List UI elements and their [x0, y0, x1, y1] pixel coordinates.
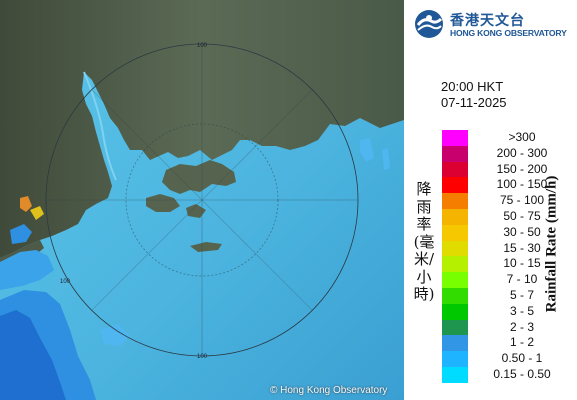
- range-ring-label-south: 100: [197, 354, 208, 360]
- legend-label: 0.15 - 0.50: [493, 366, 551, 381]
- legend-item: 15 - 30: [442, 240, 572, 257]
- legend-swatch: [442, 130, 468, 146]
- legend-item: 0.15 - 0.50: [442, 366, 572, 383]
- legend-label: 200 - 300: [496, 145, 548, 160]
- legend-label: 30 - 50: [503, 224, 541, 239]
- legend-item: 1 - 2: [442, 335, 572, 352]
- legend-swatch: [442, 272, 468, 288]
- legend-label: 3 - 5: [509, 303, 534, 318]
- legend-item: 2 - 3: [442, 319, 572, 336]
- legend-swatch: [442, 319, 468, 336]
- legend-swatch: [442, 224, 468, 241]
- legend-label: 10 - 15: [503, 256, 541, 271]
- legend-title-en: Rainfall Rate (mm/h): [543, 175, 560, 313]
- hong-kong-land: [162, 160, 236, 194]
- legend-swatch: [442, 303, 468, 320]
- legend-label: 5 - 7: [509, 287, 534, 302]
- legend-label: 0.50 - 1: [501, 351, 543, 366]
- rainfall-legend: >300 200 - 300 150 - 200 100 - 150 75 - 100 5…: [442, 130, 572, 383]
- legend-item: 7 - 10: [442, 272, 572, 288]
- legend-swatch: [442, 240, 468, 257]
- legend-label: 2 - 3: [509, 319, 534, 334]
- legend-item: 75 - 100: [442, 193, 572, 209]
- river: [83, 71, 117, 181]
- legend-item: 150 - 200: [442, 161, 572, 178]
- legend-item: 3 - 5: [442, 303, 572, 320]
- legend-swatch: [442, 351, 468, 367]
- legend-swatch: [442, 287, 468, 304]
- legend-item: 30 - 50: [442, 224, 572, 241]
- legend-item: 0.50 - 1: [442, 351, 572, 367]
- legend-item: 50 - 75: [442, 208, 572, 225]
- copyright-notice: © Hong Kong Observatory: [270, 385, 388, 396]
- legend-item: >300: [442, 130, 572, 146]
- legend-item: 10 - 15: [442, 256, 572, 273]
- legend-swatch: [442, 193, 468, 209]
- legend-swatch: [442, 366, 468, 383]
- legend-item: 100 - 150: [442, 177, 572, 194]
- legend-item: 200 - 300: [442, 145, 572, 162]
- legend-label: 150 - 200: [496, 161, 548, 176]
- info-panel: 香港天文台 HONG KONG OBSERVATORY 20:00 HKT 07…: [404, 0, 577, 400]
- radar-map-image: 100 100 100: [0, 0, 404, 400]
- observation-time: 20:00 HKT: [441, 79, 504, 94]
- mainland: [0, 0, 404, 258]
- legend-swatch: [442, 256, 468, 273]
- legend-label: 50 - 75: [503, 208, 541, 223]
- legend-swatch: [442, 177, 468, 194]
- rain-echoes: [0, 138, 390, 400]
- radar-map[interactable]: 100 100 100 © Hong Kong Observatory: [0, 0, 404, 400]
- range-rings: [45, 43, 359, 357]
- legend-label: 1 - 2: [509, 335, 534, 350]
- legend-label: 75 - 100: [499, 193, 545, 208]
- range-ring-label-west: 100: [60, 279, 71, 285]
- legend-swatch: [442, 161, 468, 178]
- legend-title-cn: 降雨率(毫米/小時): [413, 180, 435, 303]
- observatory-emblem-icon: [415, 10, 443, 38]
- observation-date: 07-11-2025: [441, 95, 507, 110]
- legend-label: 7 - 10: [506, 272, 538, 287]
- legend-swatch: [442, 208, 468, 225]
- legend-swatch: [442, 335, 468, 352]
- legend-label: 100 - 150: [496, 177, 548, 192]
- legend-item: 5 - 7: [442, 287, 572, 304]
- legend-label: >300: [508, 130, 536, 144]
- lantau-island: [146, 194, 180, 212]
- range-ring-label-north: 100: [197, 43, 208, 49]
- legend-label: 15 - 30: [503, 240, 541, 255]
- legend-swatch: [442, 145, 468, 162]
- org-name-en: HONG KONG OBSERVATORY: [450, 28, 567, 38]
- observatory-logo[interactable]: 香港天文台 HONG KONG OBSERVATORY: [410, 6, 575, 42]
- outlying-island-a: [186, 204, 206, 218]
- outlying-island-b: [190, 242, 222, 252]
- org-name-cn: 香港天文台: [450, 13, 525, 29]
